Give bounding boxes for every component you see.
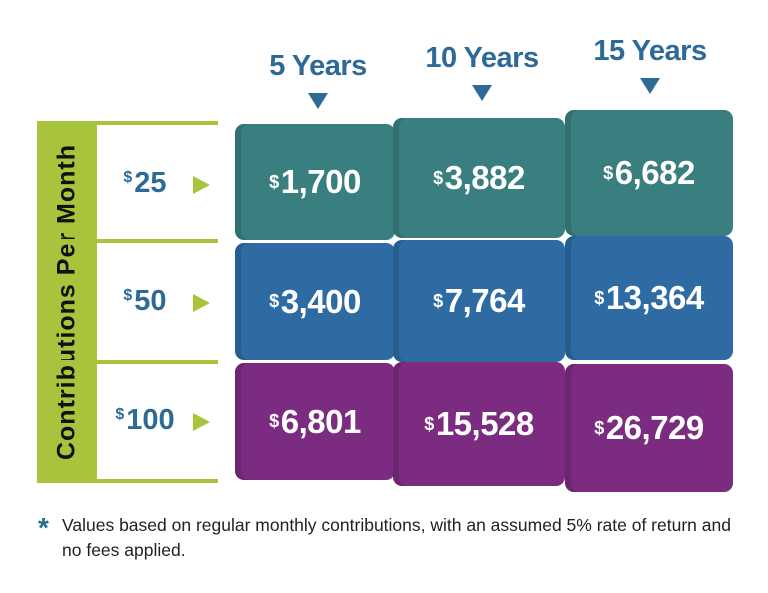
divider [37,121,218,125]
divider [37,479,218,483]
value-cell: $6,682 [565,110,733,236]
column-header: 10 Years [425,42,539,74]
value-cell: $3,882 [393,118,565,238]
down-triangle-icon [472,85,492,101]
down-triangle-icon [308,93,328,109]
column-header: 5 Years [269,50,367,82]
value-cell: $26,729 [565,364,733,492]
divider [37,360,218,364]
value-cell: $13,364 [565,236,733,360]
value-cell: $1,700 [235,124,395,240]
row-label: $50 [123,285,167,317]
value-cell: $7,764 [393,240,565,362]
footnote: Values based on regular monthly contribu… [62,515,731,560]
row-label: $25 [123,167,167,199]
value-cell: $3,400 [235,243,395,360]
row-label: $100 [115,404,175,436]
right-triangle-icon [193,294,210,312]
asterisk-icon: * [38,512,49,543]
value-cell: $6,801 [235,363,395,480]
row-axis-label: Contributions Per Month [37,122,97,482]
right-triangle-icon [193,176,210,194]
column-header: 15 Years [593,35,707,67]
value-cell: $15,528 [393,362,565,486]
divider [37,239,218,243]
down-triangle-icon [640,78,660,94]
right-triangle-icon [193,413,210,431]
